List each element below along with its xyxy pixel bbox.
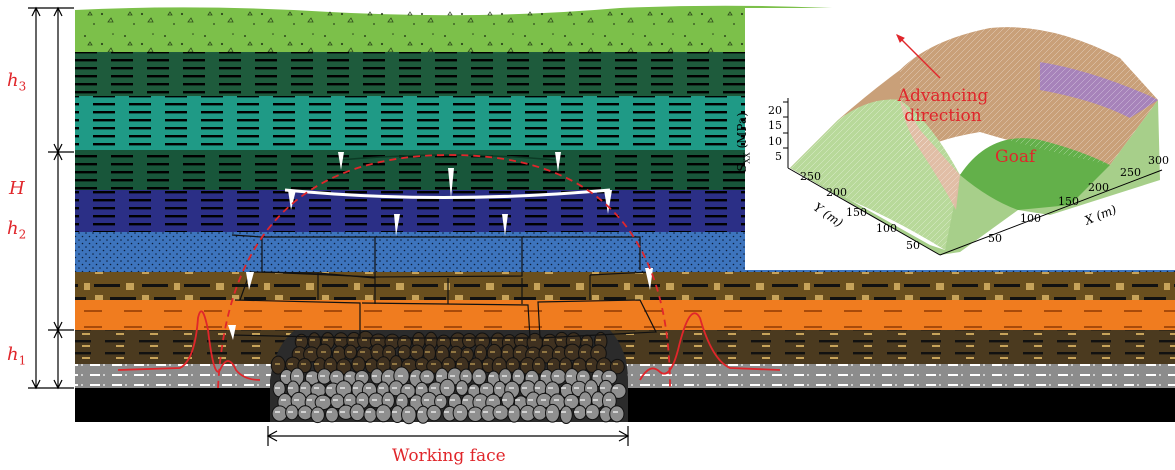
advancing-direction-label: Advancing direction <box>897 86 989 126</box>
working-face-label: Working face <box>392 446 506 466</box>
z-tick-20: 20 <box>768 104 782 117</box>
z-tick-10: 10 <box>768 135 782 148</box>
rubble-fragment <box>545 403 560 423</box>
fractured-blocks <box>231 154 657 339</box>
rubble-fragment <box>501 391 515 409</box>
x-tick-250: 250 <box>1120 166 1141 179</box>
rubble-fragment <box>467 406 484 422</box>
y-tick-150: 150 <box>846 206 867 219</box>
y-tick-100: 100 <box>876 222 897 235</box>
rubble-fragment <box>419 369 435 385</box>
rubble-fragment <box>310 406 325 424</box>
rubble-fragment <box>507 404 521 423</box>
x-tick-50: 50 <box>988 232 1002 245</box>
rubble-fragment <box>426 404 442 422</box>
rubble-fragment <box>532 356 546 375</box>
x-tick-100: 100 <box>1020 212 1041 225</box>
caving-arch-curve <box>217 154 671 389</box>
stress-3d-inset <box>745 8 1175 270</box>
rubble-fragment <box>363 406 378 423</box>
abutment-pressure-right <box>639 312 781 381</box>
rubble-fragment <box>271 405 288 422</box>
rubble-fragment <box>325 406 339 423</box>
rubble-fragment <box>401 405 417 425</box>
x-tick-150: 150 <box>1058 195 1079 208</box>
rubble-fragment <box>532 404 548 421</box>
label-h3: h3 <box>7 70 27 94</box>
y-tick-50: 50 <box>906 239 920 252</box>
dimension-lines <box>28 6 630 446</box>
rubble-fragment <box>462 332 477 349</box>
z-tick-15: 15 <box>768 119 782 132</box>
z-axis-label: SXX (MPa) <box>735 112 752 172</box>
goaf-label: Goaf <box>995 147 1036 167</box>
fracture-wedges <box>228 152 653 340</box>
x-tick-300: 300 <box>1148 154 1169 167</box>
label-h2: h2 <box>7 218 27 242</box>
rubble-fragment <box>559 405 573 424</box>
label-h1: h1 <box>7 344 27 368</box>
z-tick-5: 5 <box>775 150 782 163</box>
rubble-fragment <box>297 405 313 421</box>
rubble-fragment <box>584 403 600 421</box>
rubble-fragment <box>297 358 312 374</box>
rubble-fragment <box>375 404 392 423</box>
y-tick-250: 250 <box>800 170 821 183</box>
rubble-fragment <box>270 355 286 375</box>
rubble-fragment <box>471 368 487 386</box>
rubble-fragment <box>452 403 469 422</box>
abutment-pressure-left <box>117 310 261 381</box>
label-H: H <box>9 178 25 199</box>
caved-zone <box>270 330 628 425</box>
y-tick-200: 200 <box>826 186 847 199</box>
advancing-arrow <box>896 34 941 79</box>
rubble-fragment <box>609 358 625 375</box>
x-tick-200: 200 <box>1088 181 1109 194</box>
rubble-fragment <box>434 393 448 410</box>
rubble-fragment <box>609 405 625 423</box>
